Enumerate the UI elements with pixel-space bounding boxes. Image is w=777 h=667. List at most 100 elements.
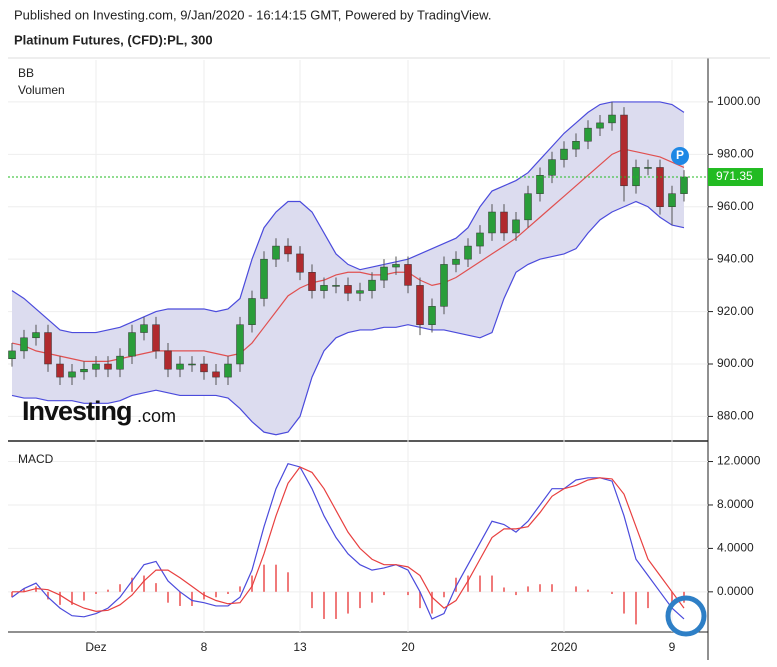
histogram-bar [527,586,529,592]
histogram-bar [275,564,277,592]
histogram-bar [47,591,49,600]
x-tick-label: 9 [669,640,676,654]
histogram-bar [359,591,361,609]
histogram-bar [167,591,169,603]
histogram-bar [323,591,325,619]
histogram-bar [611,591,613,594]
y-tick-label: 12.0000 [717,454,761,468]
macd-line [11,463,685,620]
histogram-bar [671,591,673,609]
candle-body [332,285,340,287]
candle-body [392,264,400,268]
histogram-bar [515,591,517,596]
histogram-bar [623,591,625,614]
candle-body [248,298,256,325]
candle-body [260,258,268,299]
histogram-bar [11,591,13,598]
candle-body [368,279,376,291]
candle-body [104,363,112,370]
candle-body [284,245,292,255]
x-tick-label: 8 [201,640,208,654]
candle-body [548,159,556,176]
histogram-bar [263,564,265,592]
histogram-bar [467,575,469,592]
bb-line [11,101,685,334]
histogram-bar [287,572,289,592]
candle-body [524,193,532,221]
histogram-bar [455,577,457,592]
candle-body [320,285,328,291]
candle-body [536,175,544,194]
bb-line [11,148,685,362]
candle-body [608,114,616,124]
histogram-bar [635,591,637,625]
candle-body [452,258,460,265]
logo-suffix: .com [137,406,176,426]
candle-body [56,363,64,378]
x-tick-label: Dez [85,640,106,654]
candle-body [620,114,628,187]
candle-body [644,167,652,169]
candle-body [500,211,508,234]
y-tick-label: 0.0000 [717,584,754,598]
histogram-bar [107,589,109,592]
candle-body [680,176,688,194]
candle-body [188,363,196,366]
histogram-bar [239,586,241,592]
candle-body [68,371,76,378]
logo-brand: Investing [22,396,132,426]
histogram-bar [575,586,577,592]
histogram-bar [383,591,385,596]
candle-body [308,272,316,291]
histogram-bar [443,591,445,598]
histogram-bar [539,584,541,592]
highlight-ring [665,595,707,637]
histogram-bar [227,591,229,594]
histogram-bar [503,587,505,592]
histogram-bar [419,591,421,609]
histogram-bar [191,591,193,606]
candle-body [572,140,580,150]
x-tick-label: 2020 [551,640,578,654]
candle-body [380,266,388,281]
histogram-bar [179,591,181,606]
y-tick-label: 8.0000 [717,497,754,511]
histogram-bar [71,591,73,605]
histogram-bar [647,591,649,609]
y-tick-label: 980.00 [717,147,754,161]
published: Published on Investing.com, 9/Jan/2020 -… [14,7,491,22]
candle-body [488,211,496,234]
candle-body [176,363,184,370]
histogram-bar [551,584,553,592]
candle-body [8,350,16,360]
histogram-bar [119,584,121,592]
candle-body [416,285,424,325]
candle-body [116,355,124,370]
candle-body [296,253,304,273]
y-tick-label: 4.0000 [717,541,754,555]
histogram-bar [83,591,85,601]
candle-body [440,264,448,307]
candle-body [560,148,568,160]
candle-body [656,167,664,208]
histogram-bar [131,577,133,592]
histogram-bar [479,575,481,592]
panel-title: MACD [18,452,54,466]
indicator-label: Volumen [18,83,65,97]
x-tick-label: 13 [293,640,307,654]
p-marker [671,147,689,165]
candle-body [476,232,484,247]
y-tick-label: 960.00 [717,199,754,213]
histogram-bar [407,591,409,596]
histogram-bar [431,591,433,614]
candle-body [128,332,136,357]
p-marker-label: P [676,148,684,162]
indicator-label: BB [18,66,34,80]
candle-body [164,350,172,370]
y-tick-label: 900.00 [717,356,754,370]
candle-body [584,127,592,142]
candle-body [428,306,436,325]
candle-body [212,371,220,378]
y-tick-label: 1000.00 [717,94,761,108]
